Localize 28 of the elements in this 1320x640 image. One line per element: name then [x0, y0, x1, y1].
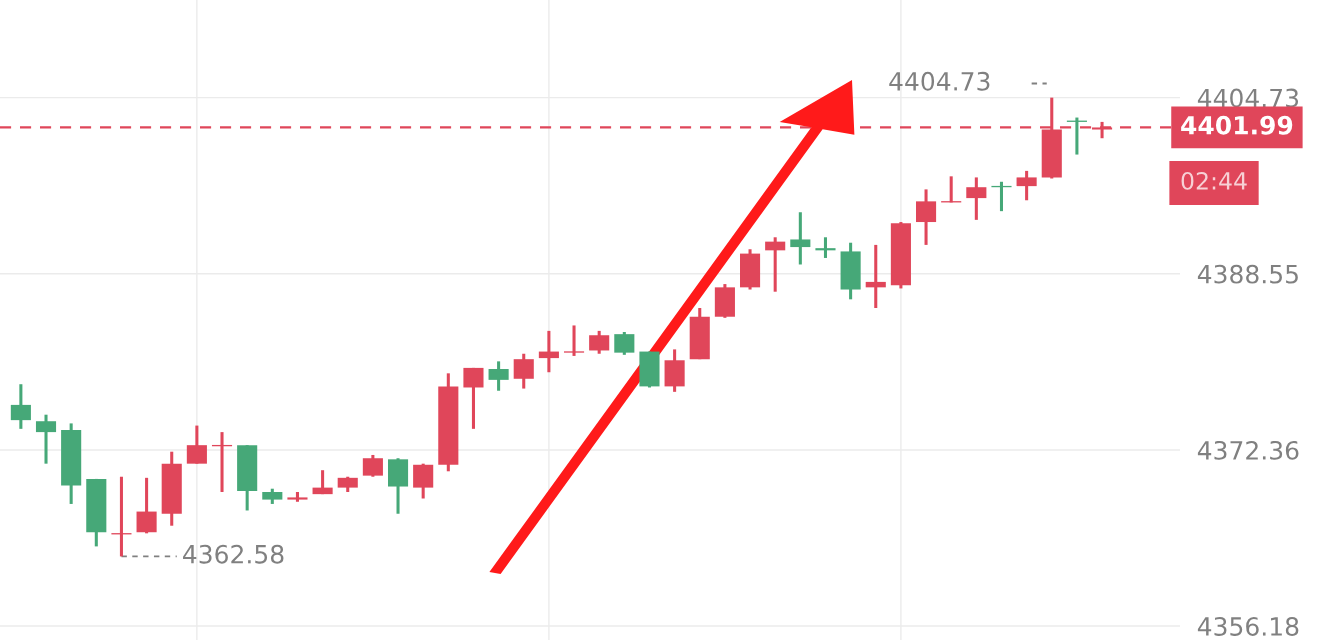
candlestick [488, 361, 509, 391]
candlestick [614, 331, 635, 355]
annotation: 4362.58 [183, 544, 284, 564]
candlestick [463, 366, 484, 429]
candlestick [362, 453, 383, 477]
ref-line-label: 4401.99 [1181, 115, 1293, 135]
candlestick [563, 325, 585, 356]
text: 02:44 [1181, 172, 1247, 190]
annotation: 4404.73 [889, 71, 990, 91]
candlestick [35, 414, 57, 464]
candlestick [790, 212, 811, 265]
y-tick-label: 4388.55 [1197, 264, 1298, 284]
candlestick [413, 463, 434, 499]
candlestick [915, 189, 937, 245]
candlestick [186, 425, 207, 464]
candlestick [815, 237, 836, 258]
y-tick-label: 4404.73 [1197, 88, 1299, 108]
candlestick [966, 177, 987, 220]
candlestick [513, 353, 534, 389]
candlestick [538, 329, 559, 373]
candlestick [1016, 169, 1037, 201]
y-tick-label: 4356.18 [1197, 617, 1299, 636]
candlestick [10, 384, 31, 429]
y-tick-label: 4372.36 [1197, 440, 1299, 460]
candlestick [865, 243, 886, 309]
candlestick [589, 329, 610, 354]
candlestick [765, 237, 786, 292]
candlestick [136, 476, 157, 534]
